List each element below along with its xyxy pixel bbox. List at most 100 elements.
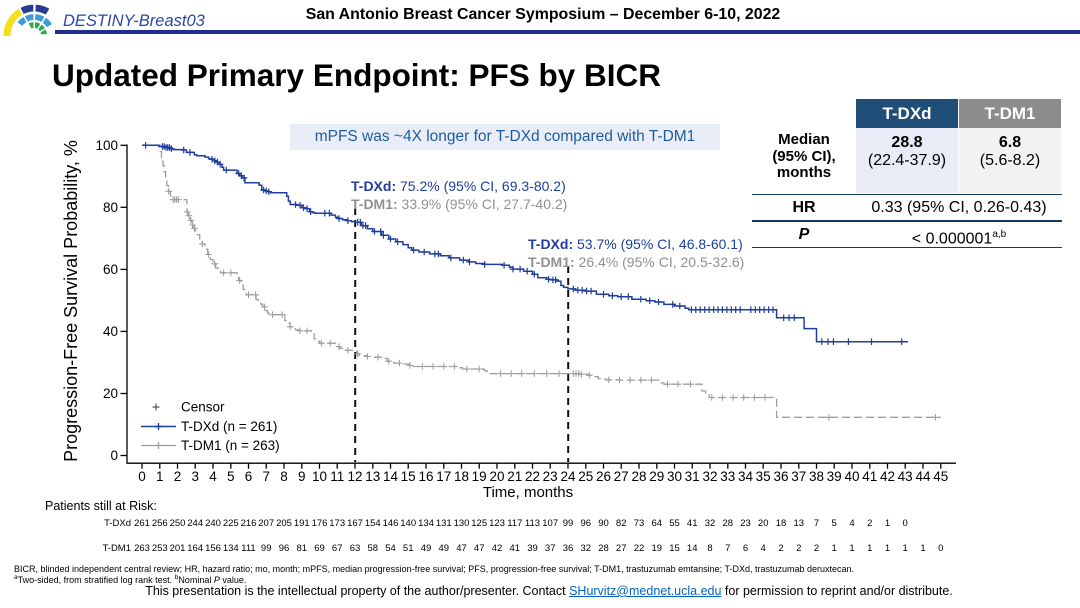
svg-text:201: 201 bbox=[170, 543, 186, 554]
svg-text:39: 39 bbox=[827, 469, 842, 484]
svg-text:16: 16 bbox=[418, 469, 433, 484]
svg-text:123: 123 bbox=[489, 518, 505, 529]
svg-text:130: 130 bbox=[454, 518, 470, 529]
svg-text:1: 1 bbox=[867, 543, 872, 554]
svg-text:49: 49 bbox=[421, 543, 432, 554]
svg-text:41: 41 bbox=[862, 469, 877, 484]
svg-text:253: 253 bbox=[152, 543, 168, 554]
svg-text:41: 41 bbox=[510, 543, 521, 554]
svg-text:23: 23 bbox=[740, 518, 751, 529]
svg-text:146: 146 bbox=[383, 518, 399, 529]
svg-text:17: 17 bbox=[436, 469, 451, 484]
svg-text:2: 2 bbox=[814, 543, 819, 554]
svg-text:28: 28 bbox=[631, 469, 646, 484]
svg-text:96: 96 bbox=[279, 543, 290, 554]
svg-text:39: 39 bbox=[527, 543, 538, 554]
svg-text:Time, months: Time, months bbox=[483, 484, 573, 501]
svg-text:250: 250 bbox=[170, 518, 186, 529]
svg-text:19: 19 bbox=[652, 543, 663, 554]
svg-text:18: 18 bbox=[776, 518, 787, 529]
svg-text:27: 27 bbox=[616, 543, 627, 554]
svg-text:20: 20 bbox=[489, 469, 504, 484]
svg-text:15: 15 bbox=[401, 469, 416, 484]
svg-text:41: 41 bbox=[687, 518, 698, 529]
svg-text:1: 1 bbox=[885, 518, 890, 529]
svg-text:20: 20 bbox=[103, 386, 118, 401]
svg-text:1: 1 bbox=[885, 543, 890, 554]
svg-text:34: 34 bbox=[738, 469, 754, 484]
svg-text:25: 25 bbox=[578, 469, 593, 484]
svg-text:205: 205 bbox=[276, 518, 292, 529]
svg-text:26: 26 bbox=[596, 469, 611, 484]
svg-text:244: 244 bbox=[187, 518, 203, 529]
svg-text:42: 42 bbox=[492, 543, 503, 554]
svg-text:261: 261 bbox=[134, 518, 150, 529]
svg-text:1: 1 bbox=[849, 543, 854, 554]
svg-text:131: 131 bbox=[436, 518, 452, 529]
svg-text:3: 3 bbox=[191, 469, 199, 484]
svg-text:111: 111 bbox=[241, 543, 255, 554]
svg-text:207: 207 bbox=[258, 518, 274, 529]
svg-text:47: 47 bbox=[456, 543, 467, 554]
svg-text:191: 191 bbox=[294, 518, 310, 529]
svg-text:36: 36 bbox=[773, 469, 788, 484]
svg-text:6: 6 bbox=[743, 543, 748, 554]
svg-text:49: 49 bbox=[439, 543, 450, 554]
svg-text:107: 107 bbox=[542, 518, 558, 529]
svg-text:7: 7 bbox=[814, 518, 819, 529]
svg-text:263: 263 bbox=[134, 543, 150, 554]
svg-text:21: 21 bbox=[507, 469, 522, 484]
svg-text:45: 45 bbox=[933, 469, 948, 484]
svg-text:28: 28 bbox=[723, 518, 734, 529]
svg-text:28: 28 bbox=[598, 543, 609, 554]
svg-text:9: 9 bbox=[298, 469, 306, 484]
svg-text:36: 36 bbox=[563, 543, 574, 554]
svg-text:43: 43 bbox=[898, 469, 913, 484]
svg-text:164: 164 bbox=[187, 543, 203, 554]
svg-text:100: 100 bbox=[95, 138, 118, 153]
svg-text:32: 32 bbox=[581, 543, 592, 554]
svg-text:96: 96 bbox=[581, 518, 592, 529]
svg-text:173: 173 bbox=[329, 518, 345, 529]
svg-text:113: 113 bbox=[525, 518, 540, 529]
svg-text:82: 82 bbox=[616, 518, 627, 529]
svg-text:38: 38 bbox=[809, 469, 824, 484]
svg-text:22: 22 bbox=[525, 469, 540, 484]
svg-text:63: 63 bbox=[350, 543, 361, 554]
svg-text:6: 6 bbox=[245, 469, 253, 484]
svg-text:67: 67 bbox=[332, 543, 343, 554]
svg-text:23: 23 bbox=[543, 469, 558, 484]
svg-text:14: 14 bbox=[383, 469, 399, 484]
svg-text:7: 7 bbox=[262, 469, 270, 484]
svg-text:31: 31 bbox=[685, 469, 700, 484]
svg-text:4: 4 bbox=[209, 469, 217, 484]
svg-text:51: 51 bbox=[403, 543, 414, 554]
svg-text:4: 4 bbox=[849, 518, 854, 529]
svg-text:99: 99 bbox=[261, 543, 272, 554]
svg-text:99: 99 bbox=[563, 518, 574, 529]
svg-text:117: 117 bbox=[507, 518, 522, 529]
svg-text:5: 5 bbox=[227, 469, 235, 484]
svg-text:7: 7 bbox=[725, 543, 730, 554]
svg-text:2: 2 bbox=[778, 543, 783, 554]
svg-text:32: 32 bbox=[705, 518, 716, 529]
svg-text:0: 0 bbox=[138, 469, 146, 484]
svg-text:19: 19 bbox=[472, 469, 487, 484]
svg-text:12: 12 bbox=[347, 469, 362, 484]
svg-text:T-DM1: T-DM1 bbox=[103, 543, 132, 554]
svg-text:256: 256 bbox=[152, 518, 168, 529]
svg-text:T-DXd: T-DXd bbox=[104, 518, 131, 529]
svg-text:69: 69 bbox=[314, 543, 325, 554]
svg-text:47: 47 bbox=[474, 543, 485, 554]
svg-text:1: 1 bbox=[832, 543, 837, 554]
svg-text:37: 37 bbox=[791, 469, 806, 484]
svg-text:35: 35 bbox=[756, 469, 771, 484]
svg-text:T-DM1 (n = 263): T-DM1 (n = 263) bbox=[181, 438, 280, 453]
svg-text:37: 37 bbox=[545, 543, 556, 554]
svg-text:33: 33 bbox=[720, 469, 735, 484]
svg-text:1: 1 bbox=[903, 543, 908, 554]
svg-text:11: 11 bbox=[330, 469, 344, 484]
svg-text:134: 134 bbox=[418, 518, 434, 529]
svg-text:40: 40 bbox=[103, 324, 118, 339]
svg-text:156: 156 bbox=[205, 543, 221, 554]
